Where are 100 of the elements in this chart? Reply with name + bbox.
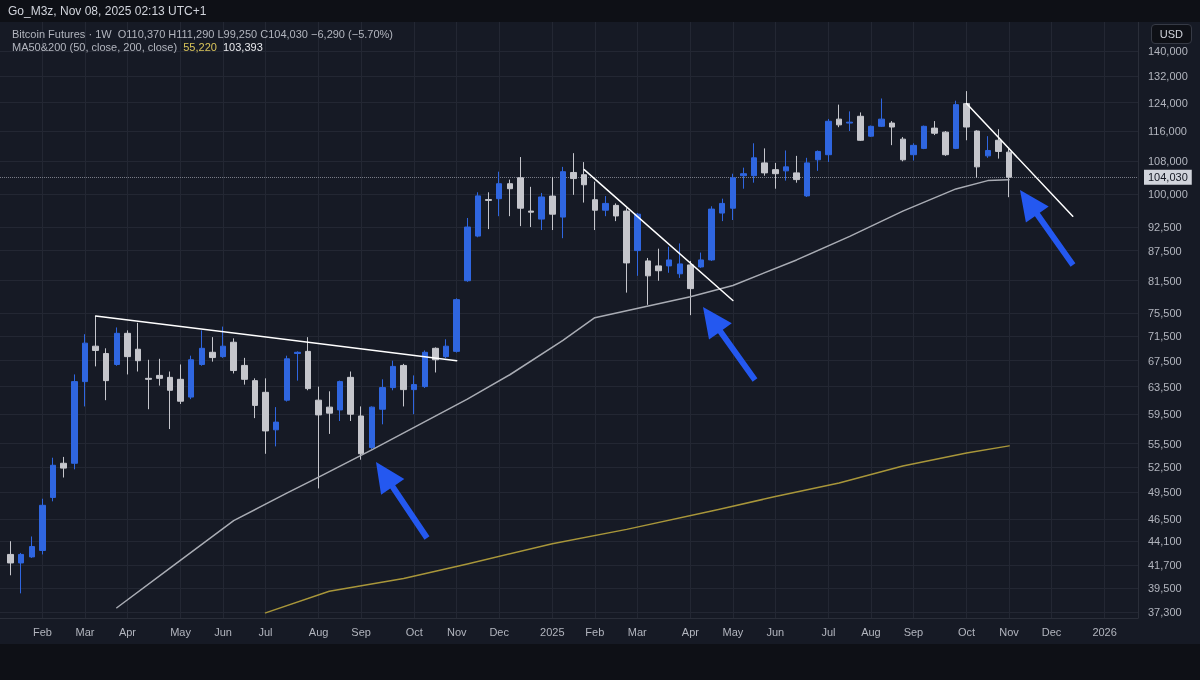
candlestick [878,97,885,128]
y-tick-label: 59,500 [1148,408,1182,421]
candlestick [538,192,545,231]
candlestick [963,90,970,141]
line-series [264,445,1010,614]
x-tick-label: 2026 [1092,625,1117,638]
candlestick [252,377,258,419]
candlestick [910,142,917,162]
candlestick [517,156,524,227]
candlestick [294,350,301,382]
y-tick-label: 41,700 [1148,558,1182,571]
x-tick-label: Mar [75,625,95,638]
y-tick-label: 49,500 [1148,486,1182,499]
candlestick [18,552,24,594]
candlestick [666,246,672,274]
candlestick [1006,148,1012,198]
candlestick [358,405,364,461]
candlestick [39,498,46,555]
candlestick [220,326,226,359]
candlestick [230,337,237,374]
candlestick [974,129,980,179]
x-tick-label: 2025 [540,625,565,638]
candlestick [592,181,598,231]
candlestick [751,142,757,184]
candlestick [857,111,864,142]
candlestick [507,179,513,217]
candlestick [273,406,279,447]
candlestick [783,149,789,182]
candlestick [698,252,704,269]
x-tick-label: Oct [957,625,976,638]
x-tick-label: Feb [33,625,52,638]
y-tick-label: 100,000 [1148,187,1188,200]
x-tick-label: Aug [861,625,881,638]
y-tick-label: 67,500 [1148,354,1182,367]
candlestick [262,377,269,455]
y-tick-label: 108,000 [1148,155,1188,168]
candlestick [645,257,651,306]
candlestick [284,355,290,403]
x-tick-label: Nov [999,625,1020,638]
y-tick-label: 124,000 [1148,96,1188,109]
y-tick-label: 71,500 [1148,330,1182,343]
x-tick-label: Jun [214,625,232,638]
candlestick [369,405,375,450]
ref-line-label: 104,030 [1148,171,1188,184]
candlestick [655,248,662,282]
candlestick [900,136,906,162]
y-tick-label: 39,500 [1148,581,1182,594]
text: Bitcoin Futures · 1W [12,28,112,40]
y-tick-label: 132,000 [1148,70,1188,83]
candlestick [347,371,354,422]
x-tick-label: Feb [585,625,605,638]
y-tick-label: 81,500 [1148,274,1182,287]
candlestick [921,125,927,150]
x-tick-label: Sep [903,625,924,638]
candlestick [602,195,609,217]
y-tick-label: 140,000 [1148,45,1188,58]
x-tick-label: Apr [118,625,137,638]
candlestick [145,359,152,410]
candlestick [825,118,832,163]
candlestick [868,125,874,138]
candlestick [677,242,683,279]
candlestick [549,176,556,231]
candlestick [400,363,407,407]
candlestick [719,198,725,222]
candlestick [422,349,428,389]
candlestick [815,149,821,172]
candlestick [995,128,1002,160]
candlestick [156,358,163,387]
candlestick [50,457,56,502]
x-tick-label: Aug [308,625,329,638]
candlestick [942,130,949,157]
candlestick [411,374,417,415]
candlestick [199,329,205,367]
x-tick-label: Dec [1041,625,1062,638]
x-tick-label: Sep [351,625,371,638]
candlestick [71,373,78,470]
x-tick-label: Nov [446,625,467,638]
x-tick-label: Jun [766,625,785,638]
candlestick [793,155,800,184]
x-tick-label: May [170,625,192,638]
candlestick [167,371,173,430]
candlestick [761,147,768,177]
candlestick [475,191,481,238]
x-tick-label: Jul [821,625,836,638]
text: O110,370 H111,290 L99,250 C104,030 −6,290 (−5.70%) [117,28,393,40]
candlestick [708,205,715,262]
candlestick [337,380,343,422]
candlestick [846,110,853,132]
candlestick [209,336,216,363]
candlestick [464,217,471,283]
candlestick [740,167,747,190]
annotation: 103,393 [223,41,263,53]
candlestick [188,355,194,400]
x-tick-label: Jul [258,625,273,638]
candlestick [804,157,810,198]
candlestick [985,135,991,159]
candlestick [379,378,386,425]
candlestick [29,535,35,559]
candlestick [528,186,534,228]
candlestick [82,333,88,407]
